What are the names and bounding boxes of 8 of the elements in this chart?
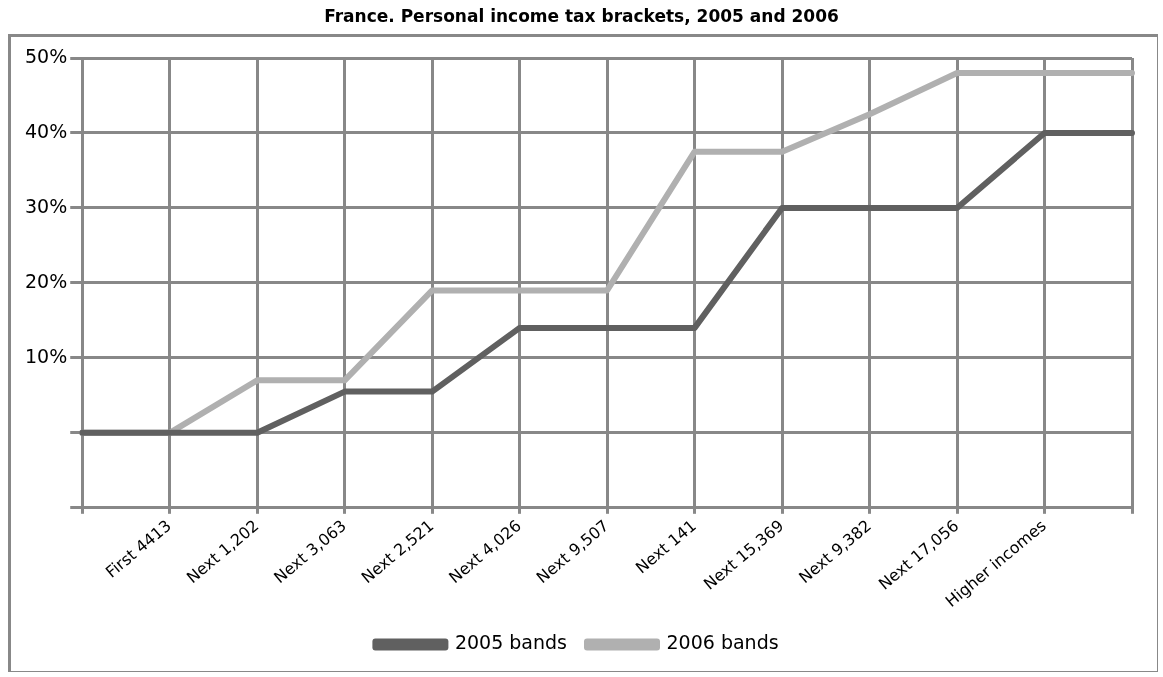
y-tick-label: 40% <box>25 119 68 142</box>
y-tick-label: 20% <box>25 269 68 292</box>
legend-label: 2005 bands <box>454 631 568 654</box>
y-tick-label: 30% <box>25 194 68 217</box>
y-tick-label: 10% <box>25 344 68 367</box>
chart-title: France. Personal income tax brackets, 2005 and 2006 <box>323 6 840 26</box>
y-tick-label: 50% <box>25 44 68 67</box>
legend-label: 2006 bands <box>666 631 779 654</box>
